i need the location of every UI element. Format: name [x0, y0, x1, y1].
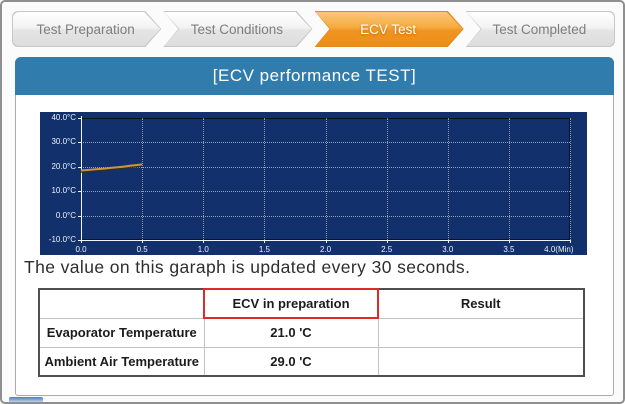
update-note: The value on this garaph is updated ever… — [24, 257, 471, 277]
bottom-button-partial[interactable] — [9, 397, 43, 402]
x-axis-line — [78, 240, 571, 241]
wizard-step-label: Test Completed — [492, 21, 587, 37]
x-tick-label: 0.5 — [136, 245, 148, 254]
table-header-row: ECV in preparation Result — [38, 288, 585, 319]
grid-line — [325, 118, 327, 240]
wizard-step-test-preparation[interactable]: Test Preparation — [12, 11, 161, 47]
x-tick-mark — [508, 240, 510, 243]
x-tick-mark — [386, 240, 388, 243]
wizard-step-label: Test Preparation — [36, 21, 135, 37]
y-tick-label: 20.0°C — [51, 161, 76, 171]
grid-line — [386, 118, 388, 240]
row-result — [377, 317, 585, 348]
row-result — [377, 346, 585, 377]
y-tick-mark — [78, 118, 81, 119]
x-tick-label: 3.0 — [442, 245, 454, 254]
x-tick-mark — [325, 240, 327, 243]
y-tick-mark — [78, 191, 81, 193]
x-tick-mark — [264, 240, 266, 243]
y-tick-label: 10.0°C — [51, 186, 76, 196]
wizard-step-label: ECV Test — [360, 21, 417, 37]
x-tick-label: 1.5 — [258, 245, 270, 254]
x-tick-label: 1.0 — [197, 245, 209, 254]
row-label: Evaporator Temperature — [38, 317, 205, 348]
header-ecv-in-preparation: ECV in preparation — [203, 288, 379, 319]
x-tick-mark — [570, 240, 571, 243]
y-tick-label: 0.0°C — [55, 210, 76, 220]
y-tick-mark — [78, 215, 81, 217]
x-tick-label: 2.5 — [381, 245, 393, 254]
tab-fill — [316, 12, 463, 46]
y-tick-label: 30.0°C — [51, 137, 76, 147]
wizard-step-test-completed[interactable]: Test Completed — [465, 11, 615, 47]
x-tick-mark — [203, 240, 205, 243]
temperature-line — [80, 163, 143, 172]
grid-line — [264, 118, 266, 240]
wizard-step-label: Test Conditions — [190, 21, 284, 37]
grid-line — [570, 118, 571, 240]
x-tick-mark — [447, 240, 449, 243]
grid-line — [508, 118, 510, 240]
x-tick-label: 3.5 — [503, 245, 515, 254]
main-panel: [ECV performance TEST] 40.0°C 30.0°C 20.0°… — [15, 57, 614, 396]
x-tick-label: 0.0 — [75, 245, 87, 254]
grid-line — [447, 118, 449, 240]
page-title: [ECV performance TEST] — [15, 57, 614, 95]
y-tick-label: -10.0°C — [48, 235, 76, 244]
tab-fill — [466, 12, 614, 46]
wizard-step-ecv-test-active[interactable]: ECV Test — [315, 11, 464, 47]
header-result: Result — [377, 288, 585, 319]
tab-fill — [164, 12, 311, 46]
row-value: 21.0 'C — [203, 317, 379, 348]
results-table: ECV in preparation Result Evaporator Tem… — [38, 288, 585, 377]
temperature-line-plot — [80, 163, 143, 173]
header-empty-cell — [38, 288, 205, 319]
row-label: Ambient Air Temperature — [38, 346, 205, 377]
y-tick-mark — [78, 166, 81, 168]
x-tick-label: 4.0(Min) — [544, 245, 574, 254]
tab-fill — [13, 12, 160, 46]
table-row: Evaporator Temperature 21.0 'C — [38, 317, 585, 348]
grid-line — [142, 118, 144, 240]
x-tick-label: 2.0 — [319, 245, 332, 254]
wizard-breadcrumb: Test Preparation Test Conditions ECV Tes… — [12, 11, 617, 47]
y-tick-mark — [78, 142, 81, 144]
x-tick-mark — [142, 240, 144, 243]
row-value: 29.0 'C — [203, 346, 379, 377]
wizard-step-test-conditions[interactable]: Test Conditions — [163, 11, 312, 47]
chart-canvas: 40.0°C 30.0°C 20.0°C 10.0°C 0.0°C -10.0°C 0.0 0… — [40, 112, 587, 255]
grid-line — [203, 118, 205, 240]
y-tick-label: 40.0°C — [51, 113, 76, 122]
y-axis-line — [81, 116, 82, 242]
table-row: Ambient Air Temperature 29.0 'C — [38, 346, 585, 377]
